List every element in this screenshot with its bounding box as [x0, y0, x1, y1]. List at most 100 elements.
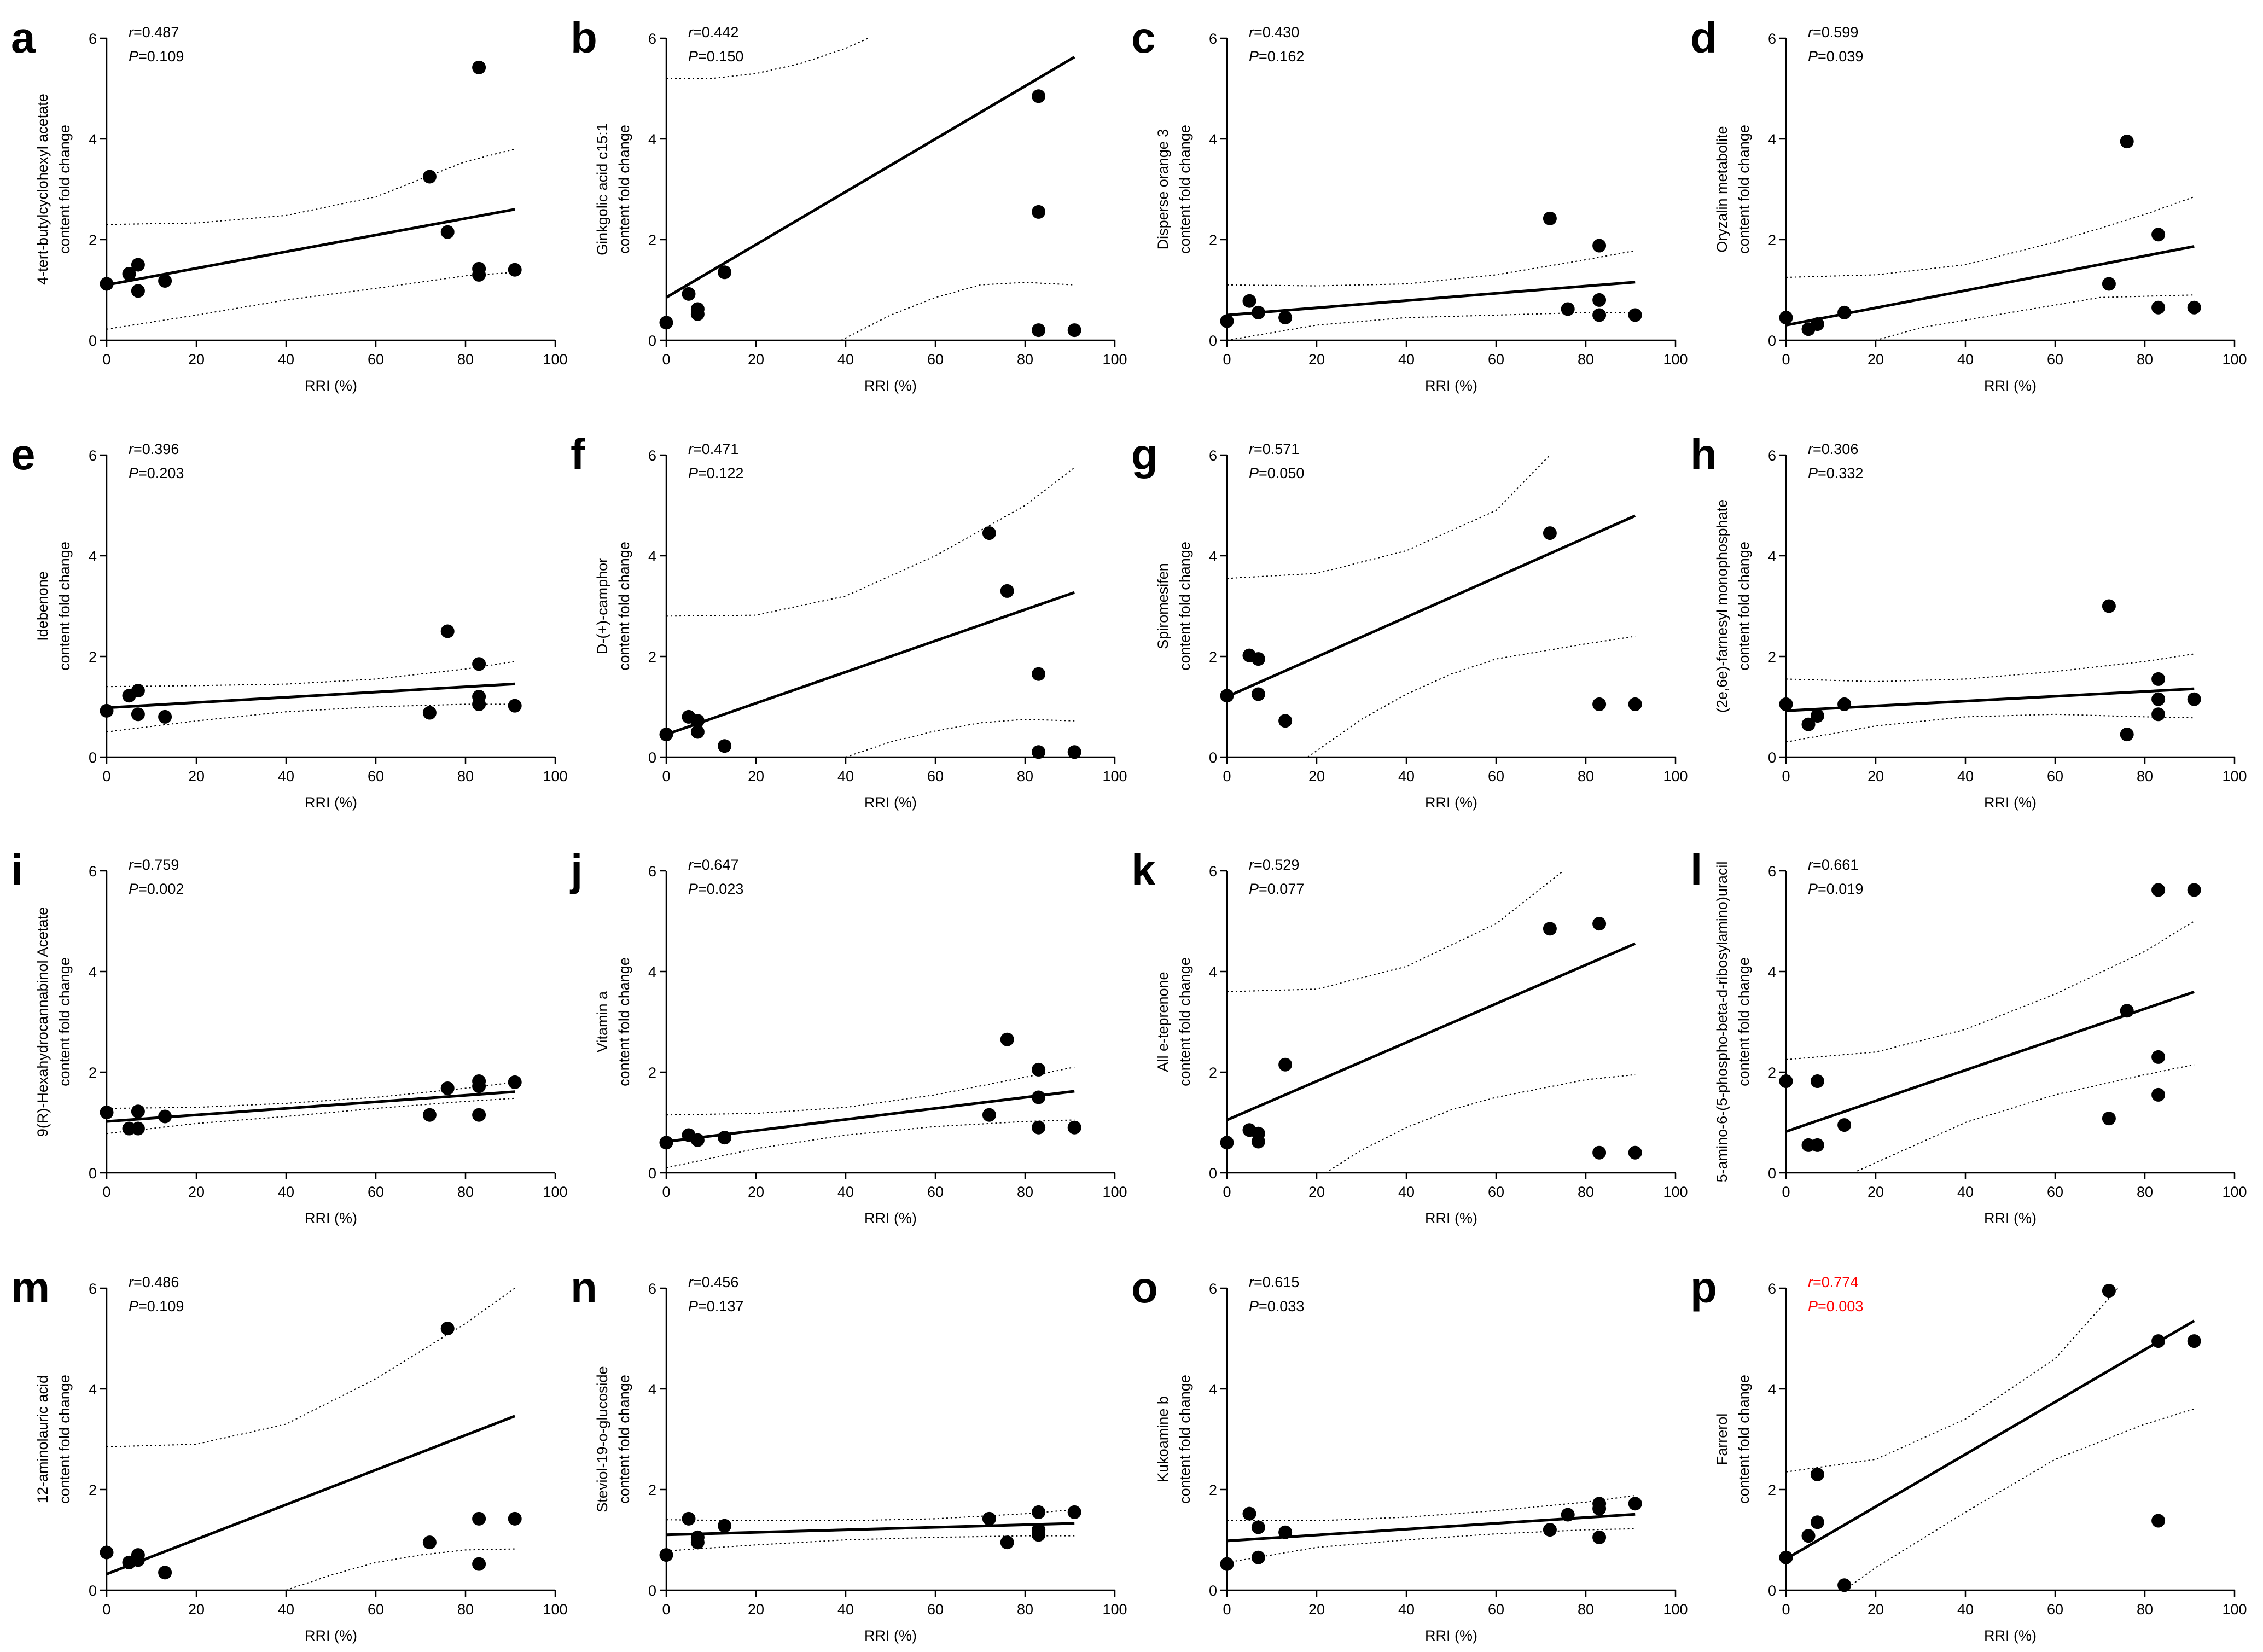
data-point [1543, 1523, 1557, 1537]
p-value: =0.150 [698, 48, 743, 65]
y-tick-label: 6 [648, 31, 656, 47]
panel-b: b 0 20 40 60 80 100 0 2 4 6 RRI (%) Ginkgolic acid c… [571, 13, 1127, 394]
y-tick-label: 0 [1209, 1583, 1217, 1599]
y-tick-label: 4 [648, 131, 656, 148]
x-tick-label: 60 [927, 1184, 944, 1200]
data-point [1837, 697, 1852, 711]
data-point [1032, 1120, 1046, 1135]
p-value: =0.109 [138, 48, 184, 65]
y-tick-label: 6 [1209, 863, 1217, 880]
y-tick-label: 6 [1209, 1281, 1217, 1297]
data-point [1779, 697, 1793, 711]
x-tick-label: 20 [748, 351, 764, 368]
data-point [1032, 1505, 1046, 1519]
data-point [422, 1108, 437, 1122]
r-value: =0.306 [1813, 441, 1858, 457]
r-value: =0.599 [1813, 24, 1858, 40]
p-statistic: P=0.002 [129, 881, 184, 897]
panel-a: a 0 20 40 60 80 100 0 2 4 6 RRI (%) 4-tert-butylcycl… [11, 13, 568, 394]
y-tick-label: 6 [648, 1281, 656, 1297]
x-tick-label: 100 [543, 768, 567, 784]
x-tick-label: 100 [2222, 768, 2247, 784]
confidence-band-lower [666, 1535, 1075, 1552]
regression-line [666, 591, 1075, 736]
y-tick-label: 4 [1768, 964, 1776, 980]
regression-line [1785, 1319, 2195, 1561]
x-tick-label: 40 [1957, 768, 1974, 784]
y-tick-label: 4 [648, 548, 656, 565]
p-statistic: P=0.150 [688, 48, 743, 65]
data-point [1032, 1528, 1046, 1542]
regression-line [666, 1522, 1075, 1537]
p-symbol: P [129, 1298, 138, 1314]
y-axis-title: Vitamin a [594, 991, 610, 1052]
data-point [100, 1106, 114, 1120]
p-statistic: P=0.050 [1249, 465, 1304, 481]
data-point [1251, 305, 1265, 319]
data-point [718, 739, 732, 753]
y-tick-label: 2 [1209, 232, 1217, 248]
data-point [2102, 277, 2116, 291]
y-axis-subtitle: content fold change [616, 125, 632, 254]
data-point [1278, 311, 1293, 325]
data-point [2151, 883, 2166, 897]
x-tick-label: 0 [1223, 1601, 1231, 1618]
panel-letter: a [11, 13, 36, 62]
data-point [1628, 1497, 1642, 1511]
x-tick-label: 60 [1488, 768, 1504, 784]
y-axis-title: D-(+)-camphor [594, 558, 610, 654]
y-axis-subtitle: content fold change [1177, 957, 1193, 1086]
y-tick-label: 4 [1209, 548, 1217, 565]
data-point [1801, 1529, 1816, 1543]
data-point [508, 1075, 522, 1089]
x-tick-label: 0 [102, 351, 110, 368]
data-point [1543, 211, 1557, 225]
r-symbol: r [129, 24, 134, 40]
data-point [2102, 1112, 2116, 1126]
x-axis-title: RRI (%) [1425, 377, 1477, 394]
x-tick-label: 100 [1102, 351, 1127, 368]
data-point [1592, 697, 1607, 711]
p-statistic: P=0.033 [1249, 1298, 1304, 1314]
y-tick-label: 6 [1768, 863, 1776, 880]
x-tick-label: 100 [1663, 351, 1688, 368]
data-point [158, 1109, 172, 1124]
data-point [472, 267, 486, 282]
data-point [1278, 1057, 1293, 1072]
r-value: =0.487 [133, 24, 179, 40]
x-tick-label: 0 [662, 1601, 670, 1618]
data-point [2151, 228, 2166, 242]
data-point [1810, 1515, 1824, 1529]
data-point [718, 1131, 732, 1145]
x-tick-label: 80 [2137, 768, 2153, 784]
x-tick-label: 40 [1398, 351, 1415, 368]
x-tick-label: 20 [188, 1184, 205, 1200]
panel-i: i 0 20 40 60 80 100 0 2 4 6 RRI (%) 9(R)-Hexahydroca… [11, 846, 568, 1226]
data-point [2120, 1004, 2134, 1018]
x-axis-title: RRI (%) [305, 377, 357, 394]
x-tick-label: 100 [1663, 1601, 1688, 1618]
r-value: =0.456 [693, 1274, 738, 1290]
panel-letter: d [1690, 13, 1717, 62]
x-tick-label: 20 [1308, 768, 1325, 784]
x-tick-label: 40 [278, 1601, 294, 1618]
data-point [2151, 300, 2166, 315]
y-tick-label: 4 [1209, 1381, 1217, 1398]
r-symbol: r [1249, 857, 1254, 873]
data-point [690, 1133, 705, 1147]
data-point [422, 1535, 437, 1550]
data-point [718, 1519, 732, 1533]
data-point [1067, 1120, 1081, 1135]
data-point [1220, 1136, 1234, 1150]
y-tick-label: 2 [1768, 1482, 1776, 1498]
p-symbol: P [1808, 48, 1818, 65]
p-statistic: P=0.203 [129, 465, 184, 481]
data-point [659, 316, 673, 330]
data-point [1242, 294, 1256, 308]
r-value: =0.486 [133, 1274, 179, 1290]
data-point [131, 1104, 145, 1119]
y-tick-label: 2 [89, 1482, 97, 1498]
data-point [100, 1545, 114, 1560]
y-tick-label: 2 [648, 649, 656, 665]
